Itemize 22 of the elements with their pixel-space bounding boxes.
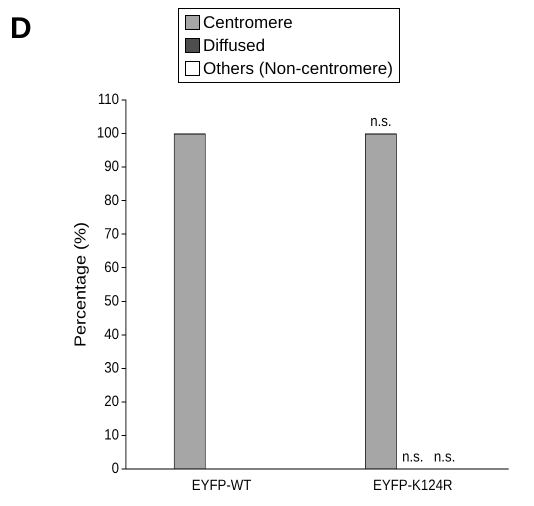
y-tick-label: 60 [104,258,120,276]
x-tick-label: EYFP-WT [192,476,252,494]
y-tick-label: 0 [112,459,120,476]
y-tick-label: 30 [104,358,120,376]
legend-label: Centromere [203,12,293,34]
y-axis-title: Percentage (%) [71,222,90,347]
y-tick-label: 90 [104,157,120,174]
annotation: n.s. [402,448,424,465]
y-tick-label: 40 [104,325,120,342]
legend-label: Diffused [203,35,266,57]
y-tick-label: 70 [104,224,120,242]
annotation: n.s. [370,112,392,130]
x-tick-label: EYFP-K124R [372,476,453,494]
y-tick-label: 100 [96,124,120,141]
chart-title: D [10,12,32,46]
y-tick-label: 80 [104,191,120,208]
y-tick-label: 20 [104,392,120,410]
y-tick-label: 110 [98,90,120,108]
legend-label: Others (Non-centromere) [203,58,393,80]
y-tick-label: 50 [104,292,120,309]
annotation: n.s. [434,448,456,465]
y-tick-label: 10 [104,426,120,443]
